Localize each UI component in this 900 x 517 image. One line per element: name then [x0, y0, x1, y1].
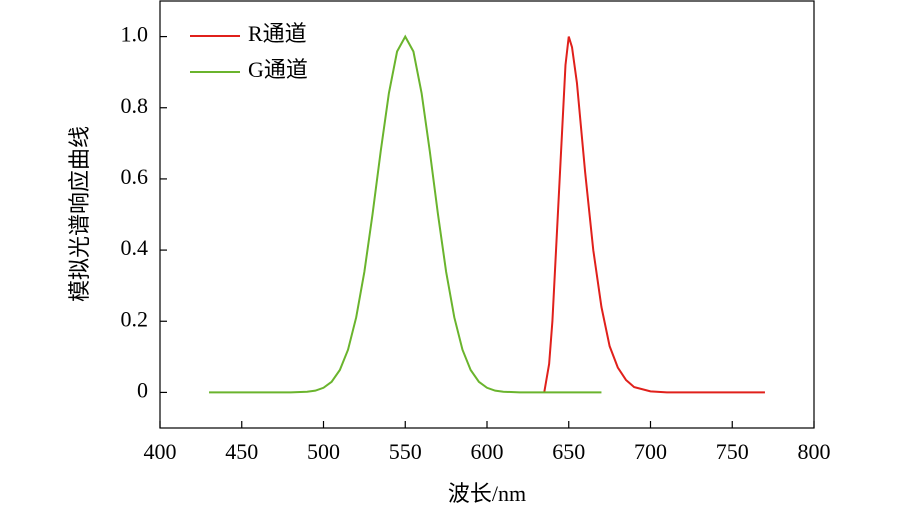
x-tick-label: 400	[144, 439, 177, 464]
x-tick-label: 750	[716, 439, 749, 464]
y-tick-label: 0	[137, 377, 148, 402]
y-tick-label: 1.0	[121, 22, 149, 47]
x-axis-label: 波长/nm	[448, 481, 526, 506]
x-tick-label: 550	[389, 439, 422, 464]
y-tick-label: 0.8	[121, 93, 149, 118]
x-tick-label: 450	[225, 439, 258, 464]
y-tick-label: 0.2	[121, 306, 149, 331]
series-line	[543, 36, 765, 394]
x-tick-label: 600	[471, 439, 504, 464]
x-tick-label: 650	[552, 439, 585, 464]
legend-label: G通道	[248, 57, 308, 82]
series-line	[209, 34, 602, 394]
y-axis-label: 模拟光谱响应曲线	[67, 126, 92, 302]
x-tick-label: 700	[634, 439, 667, 464]
x-tick-label: 500	[307, 439, 340, 464]
y-tick-label: 0.6	[121, 164, 149, 189]
x-tick-label: 800	[798, 439, 831, 464]
y-tick-label: 0.4	[121, 235, 149, 260]
legend-label: R通道	[248, 21, 307, 46]
